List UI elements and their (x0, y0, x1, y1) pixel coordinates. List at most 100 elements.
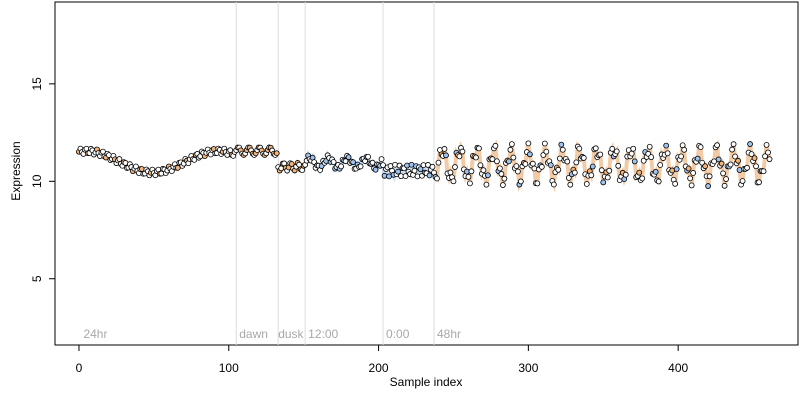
data-point (690, 170, 697, 176)
data-point (456, 153, 463, 160)
data-point (718, 160, 725, 167)
data-point (589, 163, 596, 170)
data-point (763, 141, 770, 148)
x-axis-label: Sample index (390, 375, 463, 389)
data-point (514, 168, 521, 175)
data-point (663, 142, 670, 149)
data-point (606, 167, 613, 174)
data-point (480, 167, 487, 174)
data-point (766, 156, 773, 163)
data-point (534, 180, 541, 187)
data-point (615, 162, 622, 169)
y-tick-label-2: 15 (30, 77, 44, 91)
data-point (538, 163, 545, 170)
data-point (685, 165, 692, 172)
y-tick-label-1: 10 (30, 174, 44, 188)
data-point (762, 153, 768, 160)
data-point (507, 146, 514, 153)
data-point (657, 162, 664, 168)
data-point (450, 178, 457, 185)
section-boundaries (235, 2, 435, 345)
data-point (681, 146, 688, 153)
section-label-1: dawn (239, 327, 268, 341)
data-point (646, 143, 653, 150)
data-point (655, 178, 662, 185)
data-point (613, 148, 620, 155)
x-tick-label-0: 0 (76, 361, 83, 375)
data-point (529, 160, 536, 167)
data-point (706, 173, 713, 180)
data-point (492, 142, 499, 149)
y-axis-label: Expression (9, 141, 23, 200)
data-point (465, 173, 472, 180)
data-point (723, 176, 729, 182)
data-point (580, 155, 587, 161)
data-point (600, 179, 607, 186)
data-point (459, 148, 466, 155)
data-point (604, 174, 611, 181)
data-point (505, 158, 512, 165)
data-point (652, 168, 659, 175)
data-point (497, 165, 503, 172)
data-point (567, 181, 574, 188)
section-label-4: 0:00 (386, 327, 410, 341)
section-label-2: dusk (278, 327, 304, 341)
section-label-0: 24hr (83, 327, 107, 341)
data-point (714, 142, 721, 149)
section-labels: 24hr dawn dusk 12:00 0:00 48hr (83, 327, 461, 341)
data-point (522, 161, 529, 167)
data-point (345, 154, 352, 161)
data-point (510, 154, 517, 161)
data-point (628, 150, 635, 157)
data-point (499, 182, 506, 188)
data-point (721, 182, 728, 189)
x-tick-label-1: 100 (219, 361, 239, 375)
data-point (559, 146, 566, 153)
data-point (573, 159, 580, 166)
data-point (525, 140, 532, 147)
data-point (494, 158, 500, 165)
data-point (357, 163, 364, 170)
data-point (597, 151, 604, 158)
plot-frame (54, 1, 799, 346)
data-point (330, 159, 337, 165)
data-point (543, 148, 550, 155)
data-point (576, 145, 583, 152)
data-point (468, 168, 475, 175)
data-point (526, 151, 533, 158)
y-tick-label-0: 5 (30, 275, 44, 282)
x-tick-label-2: 200 (369, 361, 389, 375)
data-point (744, 164, 750, 171)
data-point (452, 164, 458, 170)
data-point (380, 162, 386, 169)
data-point (588, 172, 595, 179)
data-point (688, 182, 695, 189)
data-point (558, 141, 565, 148)
data-point (702, 163, 709, 170)
data-point (372, 166, 379, 173)
data-point (631, 158, 638, 165)
data-point (447, 169, 454, 176)
data-point (687, 175, 694, 182)
data-point (443, 152, 449, 159)
data-point (434, 175, 440, 182)
data-point (395, 168, 401, 175)
data-point (485, 172, 491, 179)
data-point (673, 166, 680, 173)
data-point (565, 174, 572, 181)
data-point (517, 178, 524, 185)
data-point (547, 162, 554, 169)
data-point (513, 163, 520, 170)
data-point (760, 168, 767, 175)
data-point (672, 180, 679, 187)
data-point (498, 171, 505, 177)
x-tick-label-3: 300 (518, 361, 538, 375)
data-point (694, 155, 701, 162)
data-point (753, 163, 759, 170)
data-point (477, 162, 484, 169)
data-point (636, 169, 643, 176)
data-point (697, 144, 704, 151)
data-point (729, 146, 735, 153)
data-point (622, 171, 629, 178)
